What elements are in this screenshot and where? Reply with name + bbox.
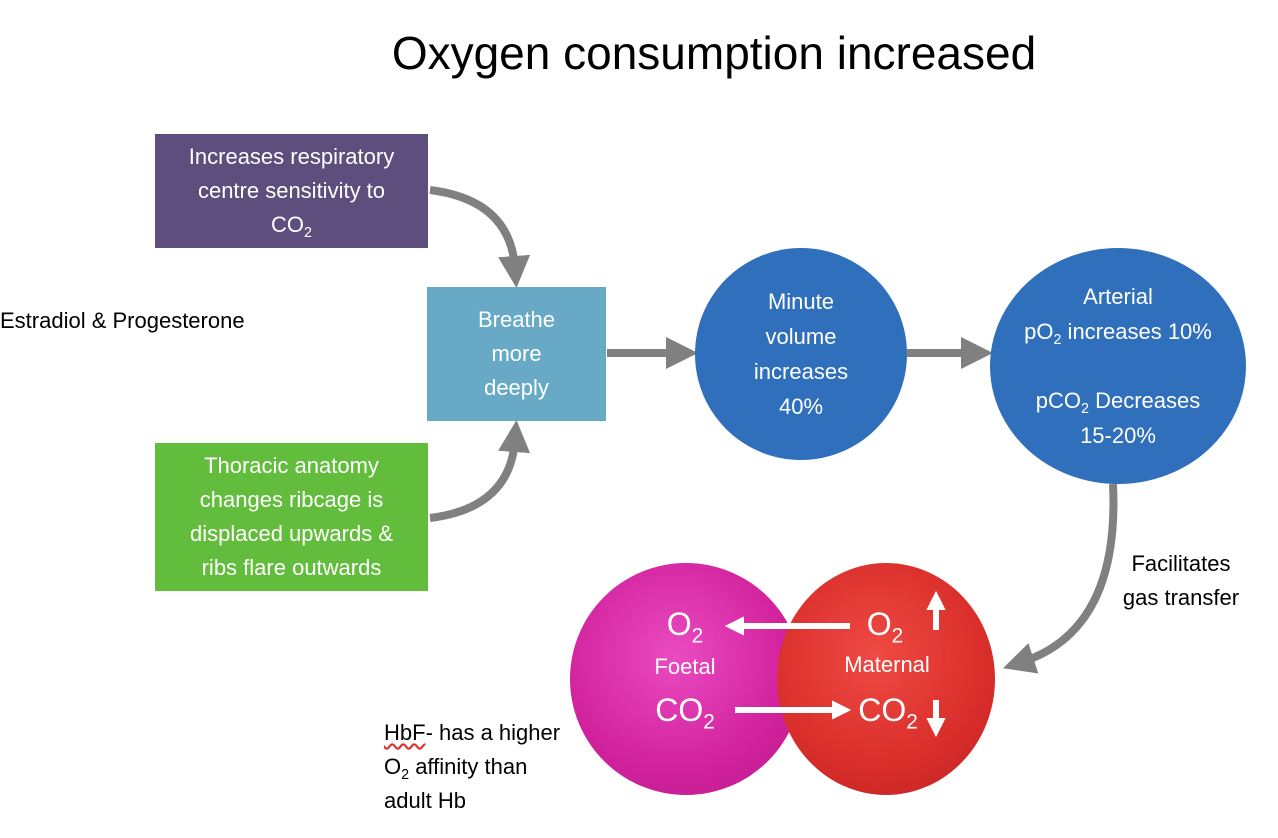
maternal-label: Maternal (844, 652, 930, 677)
minute-volume-circle: Minute volume increases 40% (695, 248, 907, 460)
foetal-label: Foetal (654, 654, 716, 679)
foetal-circle (570, 563, 802, 795)
gas-transfer-label: Facilitates gas transfer (1122, 551, 1240, 610)
hbf-note: HbF- has a higher O2 affinity than adult… (384, 720, 561, 813)
breathe-deeply-box: Breathe more deeply (427, 287, 606, 421)
arrow-arterial-to-maternal (1002, 483, 1118, 674)
foetal-co2-label: CO2 (655, 692, 715, 734)
thoracic-anatomy-box: Thoracic anatomy changes ribcage is disp… (155, 443, 428, 591)
arrow-respiratory-to-breathe (429, 186, 531, 288)
hormones-label: Estradiol & Progesterone (0, 308, 245, 333)
maternal-o2-label: O2 (866, 606, 904, 648)
maternal-co2-label: CO2 (858, 692, 918, 734)
page-title: Oxygen consumption increased (391, 27, 1037, 79)
arterial-gas-circle: Arterial pO2 increases 10% pCO2 Decrease… (990, 248, 1246, 484)
arrow-thoracic-to-breathe (429, 420, 531, 522)
maternal-circle (777, 563, 995, 795)
foetal-o2-label: O2 (666, 606, 704, 648)
respiratory-sensitivity-box: Increases respiratory centre sensitivity… (155, 134, 428, 248)
